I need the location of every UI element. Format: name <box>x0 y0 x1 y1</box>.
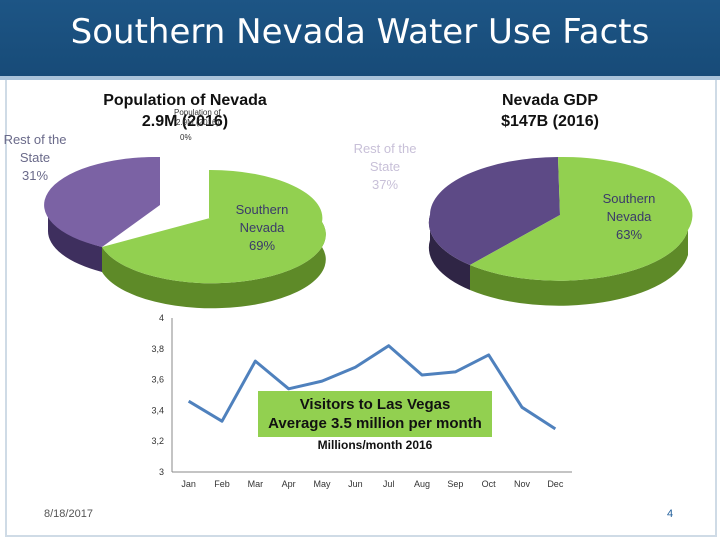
gdp-southern-label-3: 63% <box>615 227 643 242</box>
y-tick-label: 3,6 <box>151 375 164 385</box>
x-tick-label: May <box>313 479 331 489</box>
x-tick-label: Oct <box>482 479 497 489</box>
gdp-pie-southern-slice <box>470 156 693 281</box>
visitors-series-line <box>187 344 557 431</box>
gdp-rest-label: Rest of the State 37% <box>345 140 425 194</box>
slide-title: Southern Nevada Water Use Facts <box>70 12 650 52</box>
gdp-rest-label-2: State <box>369 159 401 174</box>
population-pie-title: Population of Nevada <box>103 92 267 109</box>
population-pie-overlap-text2: 2.9M (2016) <box>176 118 220 127</box>
x-tick-label: Feb <box>214 479 230 489</box>
x-tick-label: Mar <box>248 479 264 489</box>
population-pie-zero-label: 0% <box>180 133 192 142</box>
visitors-chart-axes <box>171 318 572 473</box>
population-pie-rest-side <box>47 205 102 272</box>
population-southern-label-2: Nevada <box>239 220 285 235</box>
population-rest-label: Rest of the State 31% <box>0 131 70 185</box>
y-tick-label: 3,8 <box>151 344 164 354</box>
gdp-rest-label-3: 37% <box>371 177 399 192</box>
y-tick-label: 3,2 <box>151 436 164 446</box>
gdp-pie-rest-slice <box>428 157 560 265</box>
gdp-pie-subtitle: $147B (2016) <box>501 113 599 130</box>
population-pie-southern-side <box>102 222 326 309</box>
visitors-callout-text: Visitors to Las Vegas Average 3.5 millio… <box>258 395 492 433</box>
gdp-southern-label: Southern Nevada 63% <box>589 190 669 244</box>
population-pie <box>44 156 326 309</box>
x-tick-label: Apr <box>282 479 296 489</box>
gdp-pie-southern-side <box>470 230 688 306</box>
population-rest-label-2: State <box>19 150 51 165</box>
x-tick-label: Jun <box>348 479 363 489</box>
footer-date: 8/18/2017 <box>44 508 93 520</box>
population-pie-southern-slice <box>102 169 326 284</box>
population-pie-rest-top <box>48 157 160 205</box>
y-tick-label: 3 <box>159 467 164 477</box>
gdp-southern-label-2: Nevada <box>606 209 652 224</box>
population-southern-label-1: Southern <box>235 202 289 217</box>
y-tick-label: 3,4 <box>151 405 164 415</box>
gdp-pie-title: Nevada GDP <box>501 92 599 109</box>
footer-page-number: 4 <box>667 508 674 520</box>
gdp-rest-label-1: Rest of the <box>353 141 417 156</box>
title-bar <box>0 0 720 76</box>
y-tick-label: 4 <box>159 313 164 323</box>
x-tick-label: Jul <box>383 479 395 489</box>
gdp-southern-label-1: Southern <box>602 191 656 206</box>
x-tick-label: Aug <box>414 479 430 489</box>
visitors-callout-line1: Visitors to Las Vegas <box>299 396 451 413</box>
population-rest-label-3: 31% <box>21 168 49 183</box>
visitors-chart-subtitle: Millions/month 2016 <box>317 438 433 452</box>
gdp-pie-rest-side <box>428 215 470 290</box>
population-pie-overlap-text: Population of <box>174 108 221 117</box>
title-divider <box>0 76 720 80</box>
visitors-callout-box <box>258 391 492 437</box>
gdp-pie <box>428 156 693 306</box>
visitors-callout-line2: Average 3.5 million per month <box>268 415 482 432</box>
population-pie-subtitle: 2.9M (2016) <box>141 113 229 130</box>
visitors-line-chart: 3 3,2 3,4 3,6 3,8 4 Jan Feb Mar Apr May Jun Jul Aug Se… <box>151 313 563 489</box>
x-tick-label: Jan <box>181 479 196 489</box>
x-tick-label: Sep <box>447 479 463 489</box>
slide-frame <box>5 80 717 537</box>
x-tick-label: Dec <box>547 479 564 489</box>
population-rest-label-1: Rest of the <box>3 132 67 147</box>
population-southern-label: Southern Nevada 69% <box>222 201 302 255</box>
x-tick-label: Nov <box>514 479 531 489</box>
population-southern-label-3: 69% <box>248 238 276 253</box>
